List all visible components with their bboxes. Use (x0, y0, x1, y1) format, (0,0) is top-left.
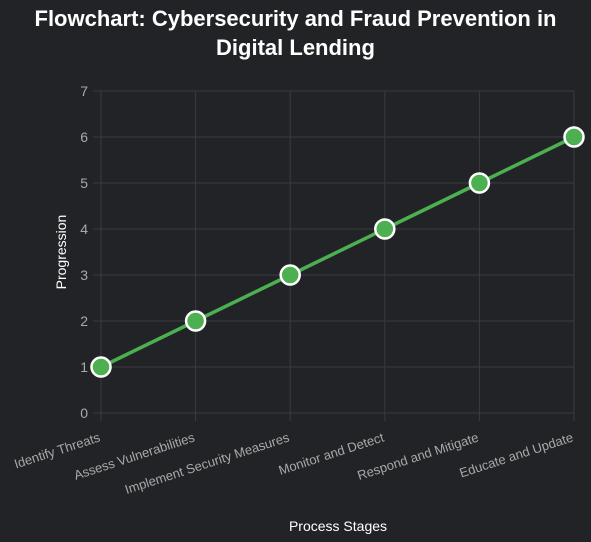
grid (93, 90, 575, 421)
y-tick-label: 0 (80, 405, 88, 421)
data-point[interactable] (468, 172, 491, 194)
series-line (100, 135, 575, 369)
y-tick-label: 4 (80, 221, 88, 237)
chart-title-line-2: Digital Lending (216, 35, 375, 60)
y-tick-label: 6 (80, 129, 88, 145)
y-tick-label: 3 (80, 267, 88, 283)
x-axis-title: Process Stages (289, 518, 387, 534)
chart-title-line-1: Flowchart: Cybersecurity and Fraud Preve… (34, 6, 557, 31)
data-point[interactable] (90, 356, 112, 378)
y-tick-label: 1 (80, 359, 88, 375)
series (90, 126, 585, 378)
data-point[interactable] (279, 264, 301, 286)
y-tick-label: 7 (80, 83, 88, 99)
data-point[interactable] (563, 126, 585, 148)
y-axis-ticks: 0 1 2 3 4 5 6 7 (80, 83, 88, 421)
y-axis-title: Progression (53, 215, 69, 290)
y-tick-label: 2 (80, 313, 88, 329)
data-point[interactable] (374, 218, 396, 240)
data-point[interactable] (184, 310, 207, 332)
y-tick-label: 5 (80, 175, 88, 191)
chart-title: Flowchart: Cybersecurity and Fraud Preve… (0, 4, 591, 62)
x-tick-label: Implement Security Measures (123, 429, 292, 497)
